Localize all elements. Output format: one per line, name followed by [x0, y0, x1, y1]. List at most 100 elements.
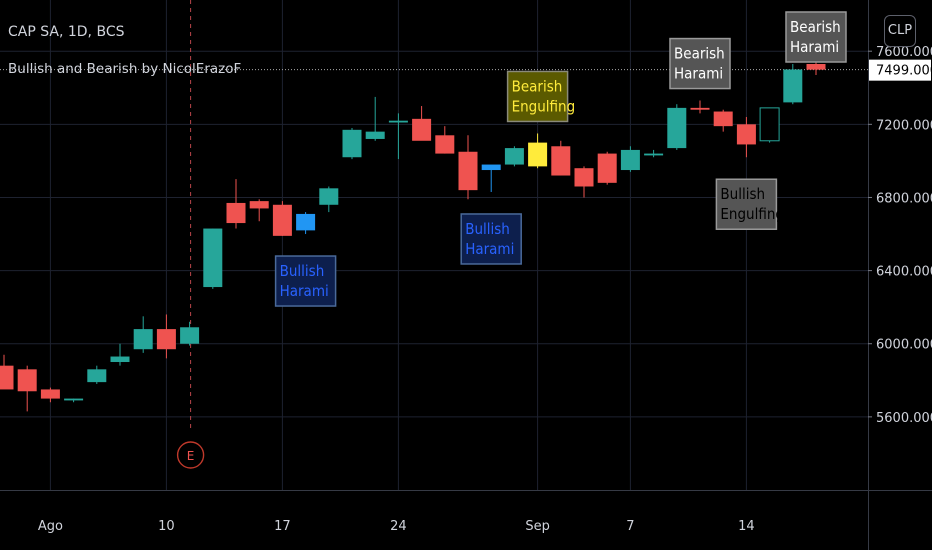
candle-body: [133, 329, 153, 350]
x-tick-label: Ago: [38, 519, 63, 534]
y-tick-label: 5600.000: [876, 411, 932, 426]
candle-body: [806, 63, 826, 70]
pattern-label-box: [715, 178, 778, 230]
candle: [17, 365, 37, 412]
candle: [388, 113, 408, 160]
candle-body: [249, 201, 269, 209]
candle-body: [0, 365, 14, 390]
indicator-title[interactable]: Bullish and Bearish by NicolErazoF: [8, 61, 242, 77]
pattern-label: Bearish Harami: [785, 11, 847, 63]
candle-body: [40, 389, 60, 399]
candle: [319, 186, 339, 213]
candle: [481, 164, 501, 192]
candle-body: [319, 188, 339, 205]
candle-body: [272, 204, 292, 236]
x-tick-label: 17: [274, 519, 291, 534]
candle-body: [87, 369, 107, 383]
y-tick-label: 7200.000: [876, 118, 932, 133]
candle: [644, 149, 664, 158]
pattern-label-text: Harami: [790, 38, 839, 56]
candle-body: [110, 356, 130, 363]
pattern-label: Bullish Engulfing: [715, 178, 784, 230]
pattern-label-text: Bearish: [674, 45, 725, 63]
pattern-label-text: Engulfing: [720, 205, 784, 223]
pattern-label-text: Bullish: [465, 220, 510, 238]
candle-body: [481, 164, 501, 171]
x-tick-label: Sep: [525, 519, 550, 534]
candle-body: [435, 135, 455, 154]
candle: [620, 146, 640, 172]
candle-body: [713, 111, 733, 127]
candle-body: [226, 202, 246, 224]
candle: [597, 151, 617, 185]
candle-body: [412, 118, 432, 141]
pattern-label-text: Engulfing: [512, 97, 576, 115]
candle: [0, 354, 14, 390]
candle-body: [528, 142, 548, 167]
currency-badge[interactable]: CLP: [884, 15, 916, 47]
x-tick-label: 24: [390, 519, 407, 534]
y-tick-label: 6000.000: [876, 338, 932, 353]
pattern-label-text: Harami: [674, 65, 723, 83]
candle: [110, 343, 130, 366]
candle-body: [342, 129, 362, 158]
pattern-label: Bearish Engulfing: [506, 70, 576, 123]
candle-body: [504, 148, 524, 165]
candle: [667, 104, 687, 150]
candle: [342, 127, 362, 160]
x-tick-label: 7: [626, 519, 634, 534]
last-price-badge: [869, 59, 931, 81]
candle: [783, 63, 803, 105]
candle-body: [783, 69, 803, 103]
symbol-title: CAP SA, 1D, BCS: [8, 24, 125, 40]
pattern-label-text: Bullish: [280, 262, 325, 280]
candle: [249, 199, 269, 222]
candle-body: [17, 369, 37, 392]
pattern-label-text: Bearish: [512, 77, 563, 95]
pattern-label-text: Bearish: [790, 18, 841, 36]
candle: [365, 96, 385, 141]
pattern-label-box: [785, 11, 847, 63]
candle: [64, 398, 84, 403]
y-tick-label: 6400.000: [876, 265, 932, 280]
candle: [574, 166, 594, 198]
pattern-label-box: [669, 37, 731, 90]
candle: [180, 321, 200, 346]
candle-body: [365, 131, 385, 139]
candle: [759, 107, 780, 143]
candle: [504, 146, 524, 167]
earnings-marker-circle: [176, 441, 205, 469]
pattern-label-text: Bullish: [720, 185, 765, 203]
candle-body: [667, 107, 687, 149]
candle-body: [644, 153, 664, 156]
earnings-marker-label[interactable]: E: [187, 449, 195, 463]
candle-body: [296, 213, 316, 231]
candle-body: [180, 327, 200, 344]
candle: [435, 126, 455, 154]
candle-body: [388, 120, 408, 123]
candle: [203, 228, 223, 289]
last-price-label: 7499.000: [876, 64, 932, 79]
pattern-label-text: Harami: [465, 240, 514, 258]
x-tick-label: 10: [158, 519, 175, 534]
candle-body: [203, 228, 223, 288]
candle: [736, 117, 756, 158]
pattern-label: Bullish Harami: [460, 213, 522, 265]
candle: [40, 387, 60, 403]
pattern-label-box: [460, 213, 522, 265]
y-tick-label: 7600.000: [876, 45, 932, 60]
candle: [528, 133, 548, 169]
candle: [458, 135, 478, 200]
candle-body: [64, 398, 84, 401]
candle: [412, 106, 432, 141]
candle: [272, 201, 292, 236]
candle-body: [690, 107, 710, 110]
pattern-label: Bearish Harami: [669, 37, 731, 90]
candle-body: [551, 146, 571, 176]
pattern-label-text: Harami: [280, 282, 329, 300]
candle: [133, 316, 153, 353]
x-tick-label: 14: [738, 519, 755, 534]
pattern-label-box: [506, 70, 569, 123]
candle: [713, 109, 733, 132]
